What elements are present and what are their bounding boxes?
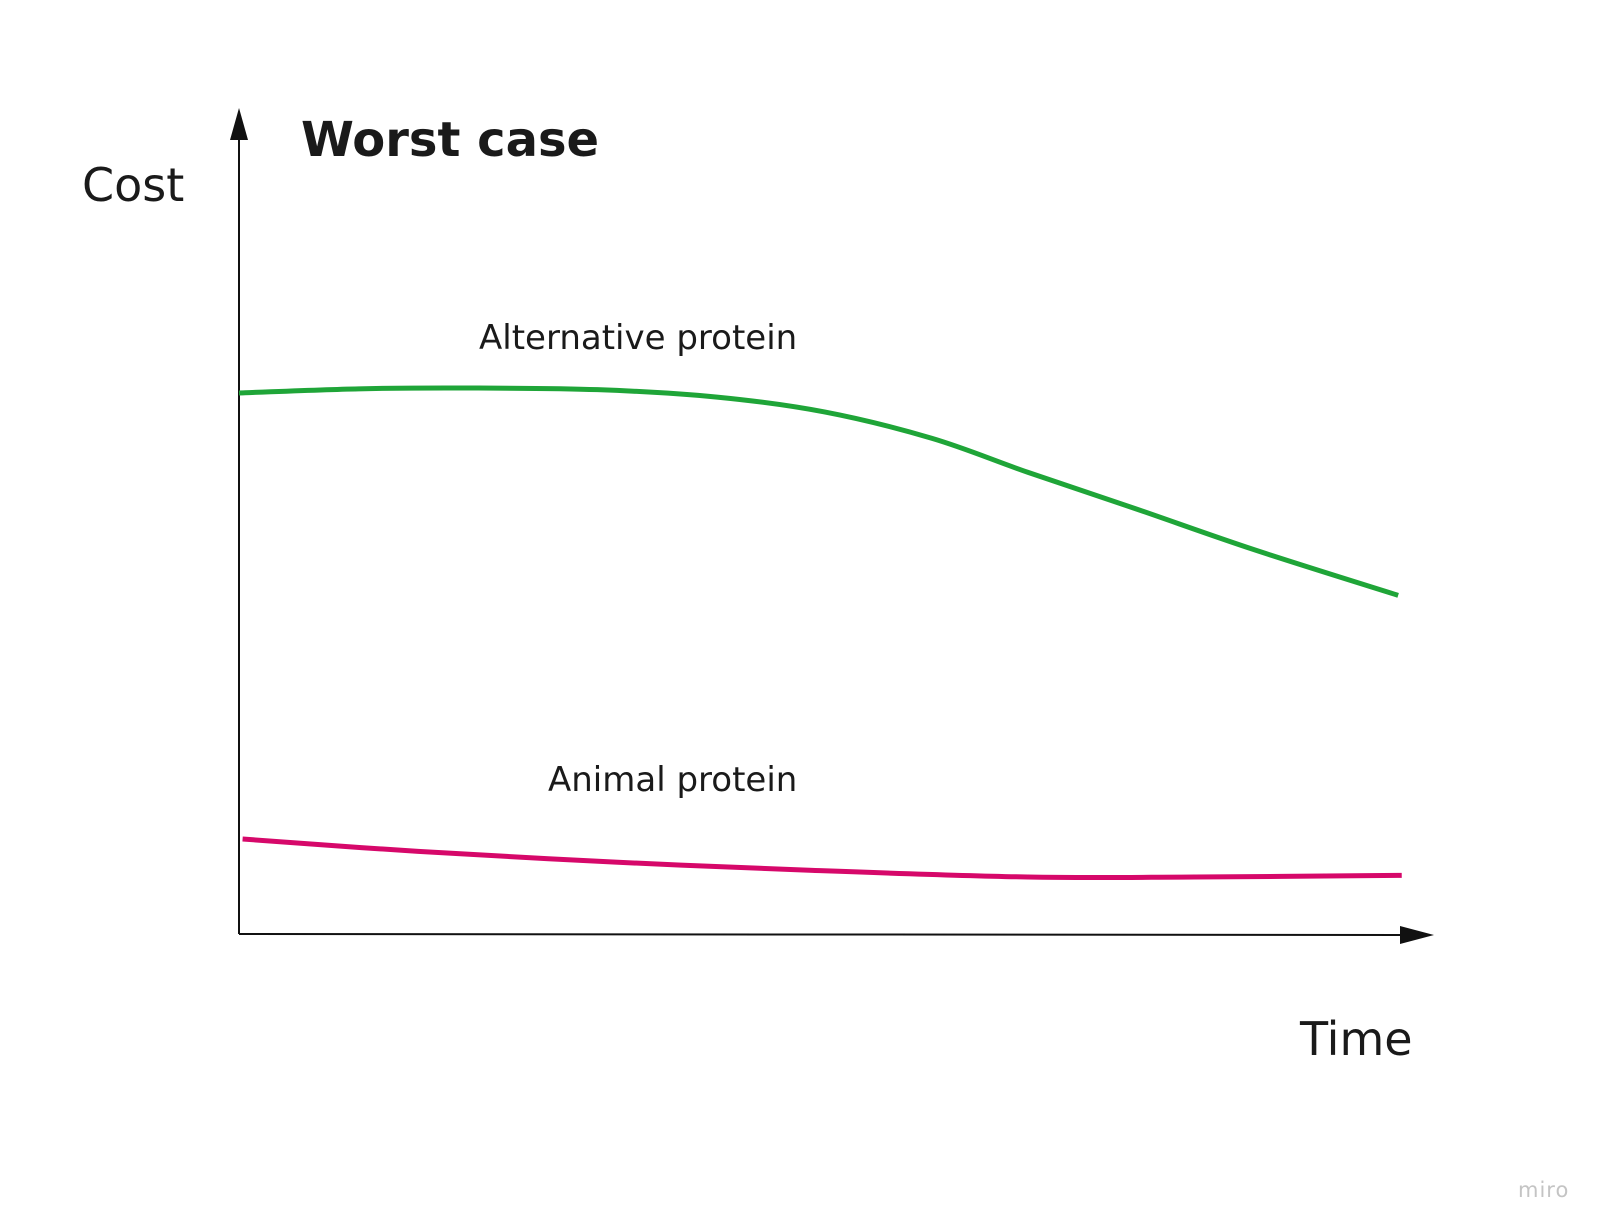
series-line-alternative-protein <box>238 385 1399 598</box>
chart-title: Worst case <box>301 112 600 168</box>
series-label-alternative-protein: Alternative protein <box>479 318 798 358</box>
y-axis-arrow-icon <box>230 108 248 140</box>
y-axis-label: Cost <box>82 158 185 212</box>
miro-watermark: miro <box>1518 1178 1570 1202</box>
x-axis-label: Time <box>1300 1012 1413 1066</box>
x-axis-arrow-icon <box>1400 926 1434 944</box>
x-axis <box>238 933 1405 936</box>
series-line-animal-protein <box>242 836 1402 881</box>
series-label-animal-protein: Animal protein <box>548 760 798 800</box>
